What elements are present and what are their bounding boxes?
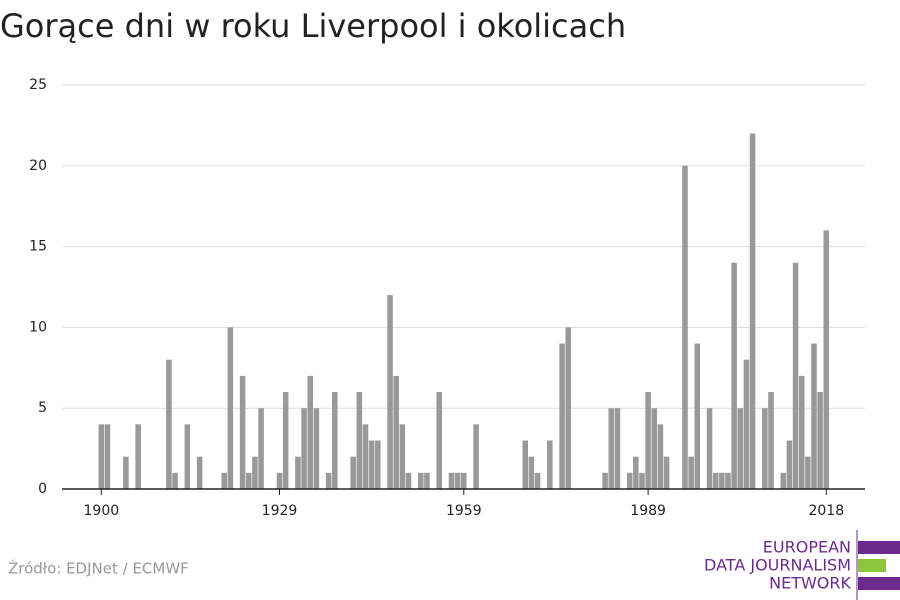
bar [792, 262, 799, 489]
bar [362, 424, 369, 489]
bar [368, 440, 375, 489]
bar [547, 440, 553, 489]
bar [473, 424, 479, 489]
bar [682, 165, 688, 490]
x-tick-label: 1959 [446, 503, 482, 519]
bar [706, 408, 713, 489]
bar [811, 343, 817, 489]
bar [725, 472, 731, 489]
bar [239, 375, 246, 489]
bar [559, 343, 565, 489]
bar [645, 392, 651, 489]
bar [405, 472, 412, 489]
bar [608, 408, 615, 489]
bar [737, 408, 744, 489]
bar [325, 472, 332, 489]
logo-text: EUROPEAN [763, 538, 851, 557]
x-tick-label: 2018 [808, 503, 844, 519]
logo-text: DATA JOURNALISM [704, 556, 851, 575]
bar [626, 472, 633, 489]
bar [166, 359, 172, 489]
bar [602, 472, 608, 489]
bar [461, 472, 467, 489]
bar [749, 133, 756, 490]
bar [817, 392, 823, 489]
bar [424, 472, 430, 489]
bar [768, 392, 774, 489]
bar [657, 424, 664, 489]
bar [196, 456, 203, 489]
bar [688, 456, 694, 489]
bar [123, 456, 129, 489]
bar [639, 472, 645, 489]
bar [221, 472, 227, 489]
bar [534, 472, 541, 489]
x-tick-label: 1929 [262, 503, 298, 519]
bar [786, 440, 793, 489]
bar [282, 392, 289, 489]
x-tick-label: 1900 [84, 503, 120, 519]
bar [313, 408, 320, 489]
bar [356, 392, 363, 489]
bar [350, 456, 356, 489]
bar [743, 359, 750, 489]
chart-title: Gorące dni w roku Liverpool i okolicach [0, 7, 626, 45]
bar [375, 440, 381, 489]
bar [387, 295, 393, 489]
bar [522, 440, 529, 489]
y-tick-label: 25 [29, 77, 47, 93]
bar [712, 472, 719, 489]
bar [454, 472, 461, 489]
logo-bar [858, 577, 900, 590]
x-tick-label: 1989 [630, 503, 666, 519]
bar [135, 424, 141, 489]
bar [614, 408, 621, 489]
y-tick-label: 0 [38, 481, 47, 497]
bar [805, 456, 811, 489]
y-tick-label: 10 [29, 319, 47, 335]
bar [731, 262, 737, 489]
bar [172, 472, 178, 489]
bar [104, 424, 111, 489]
bar [780, 472, 787, 489]
y-tick-label: 20 [29, 158, 47, 174]
bar [633, 456, 639, 489]
logo-bar [858, 559, 886, 572]
bar [227, 327, 234, 489]
bar [448, 472, 455, 489]
bar [332, 392, 338, 489]
y-tick-label: 5 [38, 400, 47, 416]
bar [528, 456, 535, 489]
logo-bar [858, 541, 900, 554]
bar [307, 375, 313, 489]
bar [246, 472, 252, 489]
bar [798, 375, 805, 489]
bar [301, 408, 307, 489]
bar [184, 424, 191, 489]
bar [651, 408, 658, 489]
logo-text: NETWORK [769, 574, 851, 593]
bar [98, 424, 105, 489]
bar [565, 327, 572, 489]
bar [762, 408, 768, 489]
bar [258, 408, 264, 489]
bar [418, 472, 424, 489]
bar [399, 424, 406, 489]
source: Źródło: EDJNet / ECMWF [8, 559, 189, 578]
bar [436, 392, 442, 489]
bar [694, 343, 701, 489]
bar [823, 230, 830, 489]
y-tick-label: 15 [29, 239, 47, 255]
bar [252, 456, 258, 489]
bar [276, 472, 283, 489]
bar [663, 456, 670, 489]
bar [393, 375, 399, 489]
bar [719, 472, 725, 489]
bar [295, 456, 301, 489]
